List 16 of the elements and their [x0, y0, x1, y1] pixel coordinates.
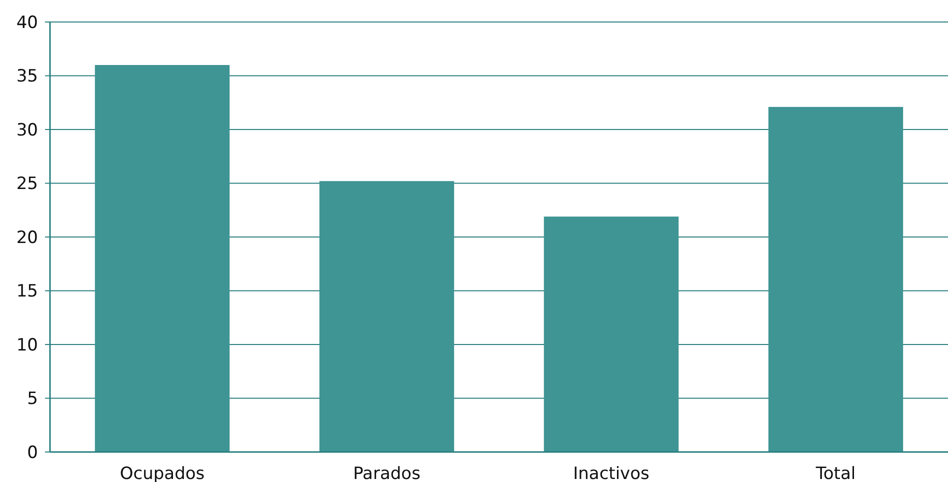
bar — [768, 106, 904, 452]
y-tick-label: 35 — [16, 66, 38, 87]
y-tick-label: 20 — [16, 228, 38, 248]
y-tick-label: 5 — [27, 389, 38, 410]
y-tick-label: 10 — [16, 335, 38, 356]
x-tick-label: Parados — [353, 464, 421, 482]
x-tick-label: Inactivos — [573, 464, 650, 482]
bar — [319, 181, 454, 452]
bar — [94, 65, 230, 452]
y-tick-label: 0 — [27, 442, 38, 463]
y-tick-label: 40 — [16, 12, 38, 33]
bar — [544, 216, 679, 452]
y-tick-label: 25 — [16, 174, 38, 194]
y-tick-label: 30 — [16, 120, 38, 140]
y-tick-label: 15 — [16, 282, 38, 302]
x-tick-label: Total — [814, 464, 856, 482]
